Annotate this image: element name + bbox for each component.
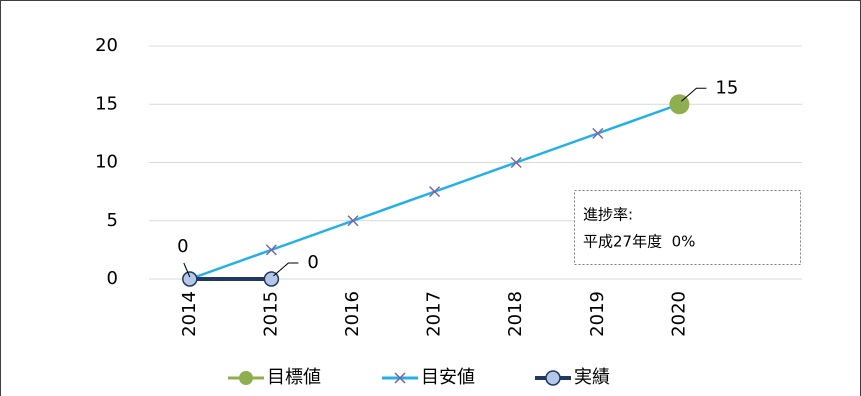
series-marker [592,127,604,139]
x-tick-label: 2019 [587,291,608,337]
x-tick-label: 2017 [424,291,445,337]
legend-item: 目安値 [382,367,475,388]
legend-marker [394,372,406,384]
data-label: 0 [307,252,318,273]
y-tick-label: 10 [95,152,118,173]
annotation-box: 進捗率: 平成27年度 0% [574,190,801,265]
annotation-line: 進捗率: [583,206,633,224]
leader-line [681,87,707,102]
series-marker [265,244,277,256]
legend-item: 目標値 [228,367,321,388]
legend-label: 実績 [574,367,610,388]
y-tick-label: 15 [95,93,118,114]
annotation-frame [574,190,801,265]
series-marker [429,186,441,198]
series-marker [182,271,198,287]
y-tick-label: 0 [107,268,118,289]
legend-label: 目安値 [421,367,475,388]
legend-label: 目標値 [267,367,321,388]
x-tick-label: 2016 [342,291,363,337]
data-label: 0 [177,236,188,257]
series-marker [263,271,280,287]
y-tick-label: 20 [95,35,118,56]
leader-line [273,262,299,277]
legend-marker [239,371,253,385]
legend-marker [545,370,561,386]
x-tick-label: 2020 [668,291,689,337]
series-marker [347,215,359,227]
data-label: 15 [715,77,738,98]
legend-item: 実績 [535,367,610,388]
y-tick-label: 5 [107,210,118,231]
leader-line [183,262,191,278]
x-tick-label: 2018 [505,291,526,337]
x-tick-label: 2015 [260,291,281,337]
annotation-line: 平成27年度 0% [583,233,695,251]
x-tick-label: 2014 [179,291,200,337]
series-marker [510,156,522,169]
